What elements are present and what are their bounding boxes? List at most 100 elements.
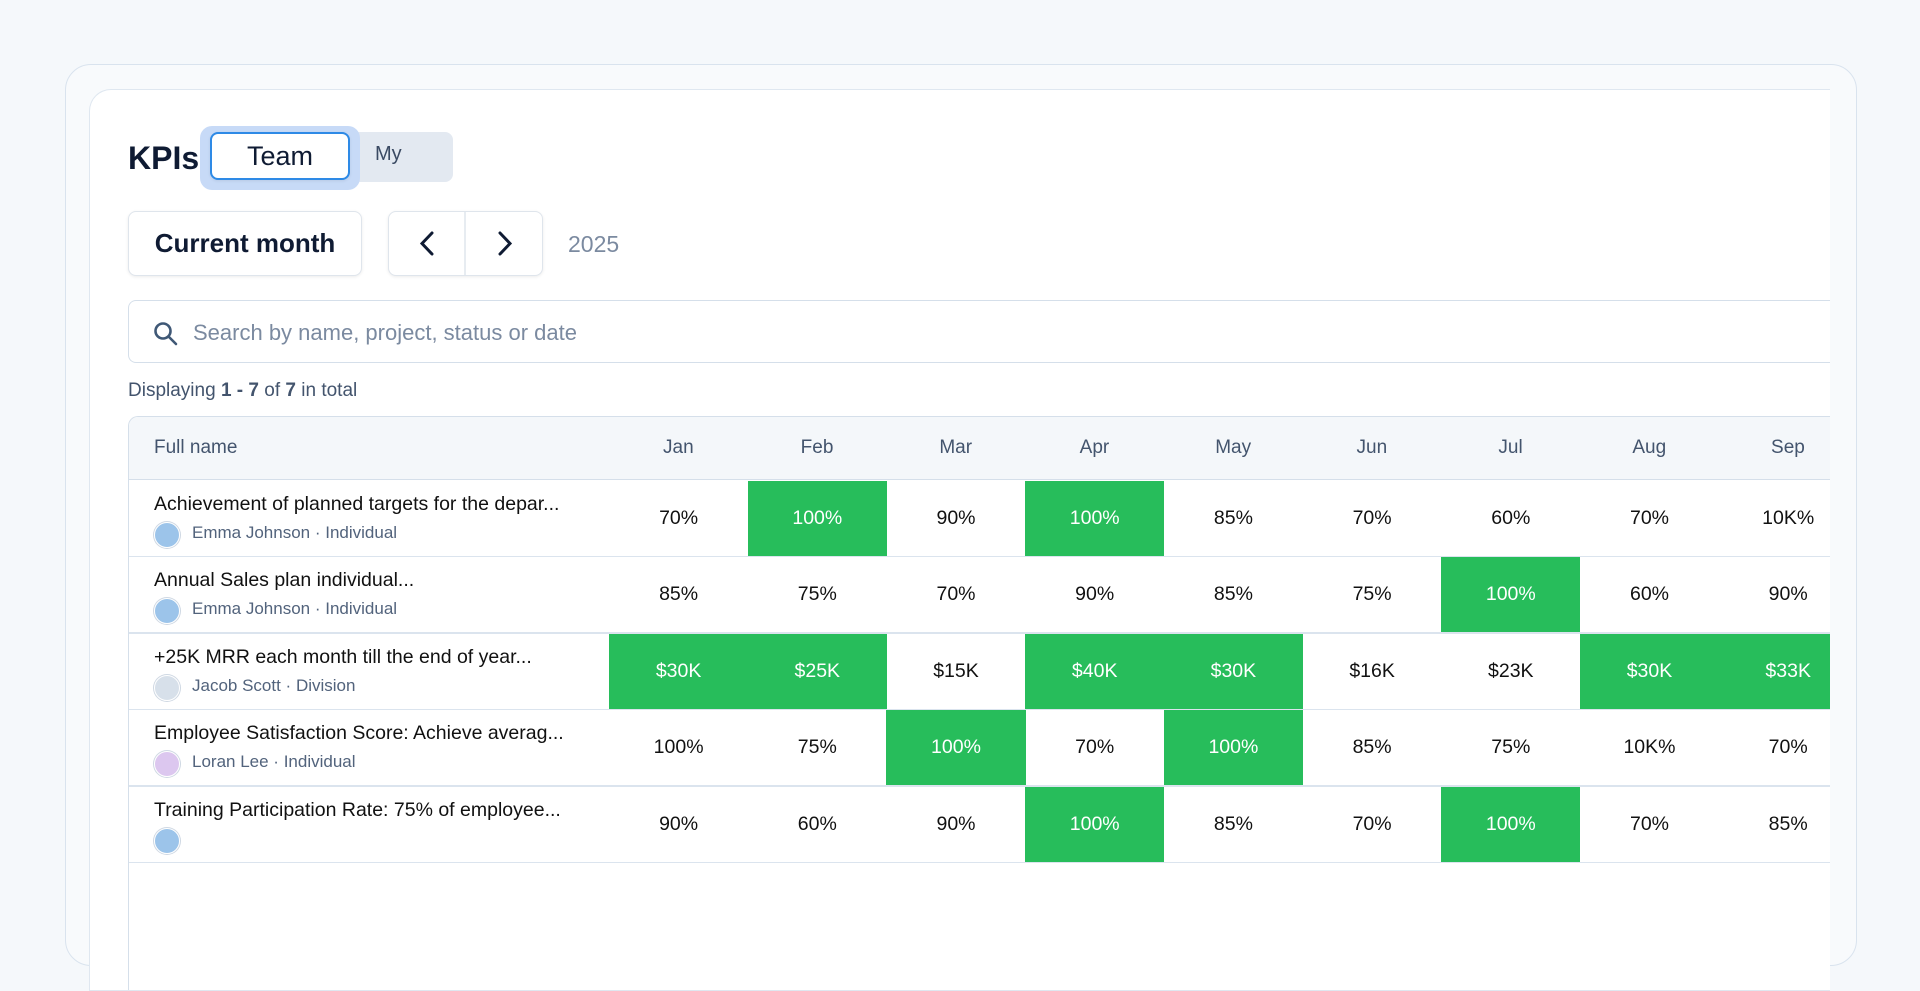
- kpi-cell: 100%: [1163, 710, 1303, 785]
- summary-text: Displaying: [128, 380, 216, 401]
- kpi-cell: $30K: [609, 633, 749, 709]
- nav-arrows: [419, 212, 513, 275]
- kpi-owner: Emma Johnson · Individual: [192, 523, 397, 543]
- kpi-cell: 100%: [1025, 786, 1165, 862]
- kpi-cell: 70%: [936, 583, 976, 605]
- kpi-cell: $15K: [933, 659, 979, 682]
- kpi-cell: 75%: [1491, 736, 1531, 758]
- search-placeholder: Search by name, project, status or date: [193, 320, 577, 345]
- title: KPIs: [128, 140, 200, 176]
- kpi-owner: Loran Lee · Individual: [192, 752, 356, 772]
- kpi-cell: $40K: [1025, 633, 1165, 709]
- kpi-name: Employee Satisfaction Score: Achieve ave…: [154, 722, 564, 744]
- kpi-cell: 90%: [936, 506, 976, 529]
- column-header: Mar: [939, 437, 973, 458]
- summary-text: of: [264, 380, 281, 401]
- kpi-card: KPIs Team My Current month 2025 Search b…: [89, 89, 1830, 991]
- kpi-name: Training Participation Rate: 75% of empl…: [154, 798, 561, 821]
- column-header: Full name: [154, 437, 238, 458]
- nav-group: [388, 211, 543, 276]
- tab-my[interactable]: My: [375, 143, 402, 165]
- kpi-name: +25K MRR each month till the end of year…: [154, 645, 532, 668]
- kpi-cell: 10K%: [1762, 506, 1815, 529]
- summary-text: in total: [301, 380, 358, 401]
- avatar: [154, 598, 180, 624]
- kpi-cell: $23K: [1488, 659, 1534, 682]
- column-header: Apr: [1079, 437, 1110, 458]
- summary-range: 1 - 7: [220, 380, 259, 401]
- kpi-cell: 70%: [1768, 736, 1808, 758]
- period-button[interactable]: Current month: [128, 211, 362, 276]
- row-divider: [129, 861, 1830, 863]
- scope: Individual: [325, 599, 398, 618]
- kpi-cell: $33K: [1718, 633, 1830, 709]
- page: KPIs Team My Current month 2025 Search b…: [65, 64, 1857, 991]
- kpi-cell: 100%: [1025, 480, 1165, 556]
- person: Loran Lee: [192, 752, 269, 771]
- prev-arrow[interactable]: [419, 231, 434, 256]
- scope: Division: [295, 675, 356, 695]
- summary-total: 7: [285, 380, 296, 401]
- kpi-cell: 70%: [1629, 812, 1669, 835]
- year: 2025: [568, 231, 620, 257]
- kpi-cell: 75%: [797, 736, 837, 758]
- kpi-cell: 100%: [1441, 557, 1581, 632]
- column-header: Jun: [1356, 437, 1388, 458]
- column-header: Jan: [663, 437, 694, 458]
- tab-team[interactable]: Team: [210, 132, 350, 180]
- scope: Individual: [325, 522, 398, 542]
- person: Emma Johnson: [192, 599, 311, 618]
- row-divider: [129, 708, 1830, 710]
- kpi-name: Annual Sales plan individual...: [154, 569, 415, 591]
- kpi-cell: 60%: [1491, 506, 1531, 529]
- separator: ·: [310, 522, 326, 542]
- kpi-cell: 85%: [1213, 506, 1253, 529]
- kpi-cell: 70%: [1352, 812, 1392, 835]
- separator: ·: [268, 752, 284, 771]
- person: Jacob Scott: [192, 675, 281, 695]
- avatar: [154, 827, 180, 854]
- search-box[interactable]: Search by name, project, status or date: [128, 300, 1830, 363]
- kpi-owner: Jacob Scott · Division: [192, 676, 355, 696]
- kpi-cell: 85%: [1213, 583, 1253, 605]
- person: Emma Johnson: [192, 522, 311, 542]
- kpi-cell: $16K: [1349, 659, 1395, 682]
- row-divider: [129, 555, 1830, 557]
- kpi-table: Full name Jan Feb Mar Apr May Jun Jul Aug Sep Achi…: [128, 416, 1830, 990]
- kpi-cell: 90%: [659, 812, 699, 835]
- kpi-cell: 100%: [1441, 786, 1581, 862]
- kpi-cell: 70%: [1075, 736, 1115, 758]
- column-header: Feb: [800, 437, 834, 458]
- column-header: Jul: [1498, 437, 1523, 458]
- next-arrow[interactable]: [498, 231, 513, 256]
- kpi-cell: 90%: [936, 812, 976, 835]
- kpi-cell: 10K%: [1623, 736, 1676, 758]
- kpi-cell: 75%: [797, 583, 837, 605]
- kpi-cell: 100%: [747, 480, 887, 556]
- kpi-cell: 85%: [659, 583, 699, 605]
- kpi-cell: 70%: [1629, 506, 1669, 529]
- kpi-cell: $30K: [1579, 633, 1720, 709]
- kpi-cell: 85%: [1352, 736, 1392, 758]
- kpi-cell: 85%: [1213, 812, 1253, 835]
- kpi-owner: Emma Johnson · Individual: [192, 599, 397, 619]
- column-header: Sep: [1771, 437, 1805, 458]
- avatar: [154, 751, 180, 777]
- row-divider: [129, 632, 1830, 634]
- separator: ·: [310, 599, 326, 618]
- column-header: Aug: [1632, 437, 1667, 458]
- avatar: [154, 674, 180, 701]
- kpi-cell: 70%: [659, 506, 699, 529]
- kpi-cell: 90%: [1075, 583, 1115, 605]
- kpi-cell: 100%: [886, 710, 1026, 785]
- summary: Displaying 1 - 7 of 7 in total: [128, 380, 357, 402]
- separator: ·: [280, 675, 296, 695]
- scope: Individual: [283, 752, 356, 771]
- kpi-cell: 85%: [1768, 812, 1808, 835]
- kpi-cell: 90%: [1768, 583, 1808, 605]
- avatar: [154, 521, 180, 548]
- kpi-cell: 75%: [1352, 583, 1392, 605]
- kpi-name: Achievement of planned targets for the d…: [154, 492, 560, 515]
- kpi-cell: 70%: [1352, 506, 1392, 529]
- column-header: May: [1215, 437, 1252, 458]
